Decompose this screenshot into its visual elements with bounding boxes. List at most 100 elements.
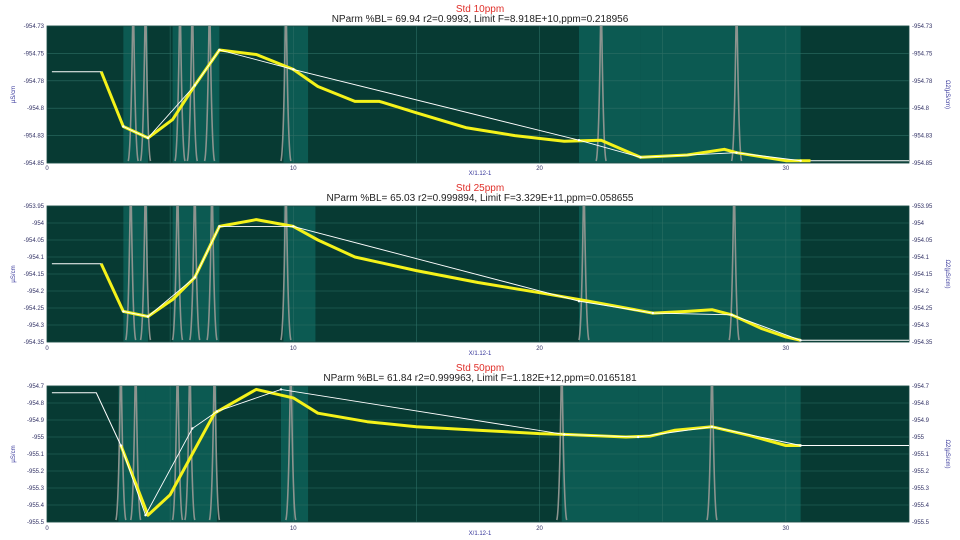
y-axis-label: µS/cm (11, 445, 17, 462)
y-tick-label-right: -954.2 (912, 289, 930, 295)
chart-title: Std 10ppm (456, 4, 504, 15)
baseline-point (218, 48, 221, 52)
y-tick-label-right: -954.05 (912, 238, 933, 244)
derivative-spike (578, 206, 590, 341)
y-tick-label-right: -954.73 (912, 24, 933, 30)
x-axis-label: X/1.12-1 (469, 171, 492, 177)
derivative-spike (280, 26, 292, 162)
y-tick-label-right: -953.95 (912, 204, 933, 210)
x-tick-label: 0 (45, 166, 49, 172)
chart-subtitle: NParm %BL= 69.94 r2=0.9993, Limit F=8.91… (332, 14, 629, 25)
y-axis-label-right: Ω2(µS/cm) (944, 80, 950, 109)
baseline-point (119, 444, 123, 447)
baseline-point (279, 388, 283, 391)
x-tick-label: 30 (783, 526, 790, 532)
plot-frame (46, 25, 910, 164)
chart-title: Std 50ppm (456, 363, 504, 374)
y-tick-label: -954.8 (27, 106, 45, 112)
spike-group (124, 206, 740, 341)
baseline-point (146, 136, 150, 140)
y-tick-label-right: -954 (912, 221, 925, 227)
y-tick-label-right: -954.78 (912, 79, 933, 85)
spike-group (127, 26, 743, 162)
y-tick-label: -954.05 (24, 238, 45, 244)
x-tick-label: 20 (536, 526, 543, 532)
y-tick-label: -954.8 (27, 401, 45, 407)
chart-subtitle: NParm %BL= 61.84 r2=0.999963, Limit F=1.… (323, 373, 637, 384)
derivative-spike (174, 26, 186, 162)
x-tick-label: 10 (290, 166, 297, 172)
baseline-point (639, 156, 642, 159)
baseline-point (710, 425, 714, 428)
baseline-point (799, 339, 802, 342)
data-series (99, 218, 801, 342)
y-axis-label-right: Ω2(µS/cm) (944, 440, 950, 469)
y-tick-label-right: -954.83 (912, 134, 933, 140)
spike-group (115, 386, 718, 521)
y-tick-label: -954.7 (27, 384, 45, 390)
plot-frame (46, 385, 910, 523)
y-tick-label: -954.2 (27, 289, 45, 295)
derivative-spike (124, 206, 137, 341)
y-tick-label-right: -954.1 (912, 255, 930, 261)
y-tick-label-right: -955.2 (912, 469, 930, 475)
derivative-spike (555, 386, 568, 521)
baseline-point (218, 225, 221, 228)
derivative-spike (706, 386, 718, 521)
baseline-point (193, 276, 196, 279)
chart-title: Std 25ppm (456, 183, 504, 194)
derivative-spike (139, 206, 152, 341)
baseline-point (799, 159, 802, 162)
y-tick-label: -955 (32, 435, 45, 441)
y-tick-label-right: -955.5 (912, 520, 930, 526)
y-tick-label: -954.15 (24, 272, 45, 278)
y-tick-label-right: -954.75 (912, 51, 933, 57)
y-tick-label: -955.5 (27, 520, 45, 526)
y-tick-label: -954.35 (24, 340, 45, 346)
x-tick-label: 0 (45, 526, 49, 532)
derivative-spike (139, 26, 152, 162)
derivative-spike (595, 26, 607, 162)
y-axis-label: µS/cm (11, 265, 17, 282)
y-tick-label: -954.3 (27, 323, 45, 329)
derivative-spike (285, 386, 297, 521)
y-tick-label-right: -954.35 (912, 340, 933, 346)
x-tick-label: 20 (536, 346, 543, 352)
y-tick-label: -955.1 (27, 452, 45, 458)
y-tick-label: -954.25 (24, 306, 45, 312)
peak-band (736, 26, 801, 163)
baseline-point (122, 310, 125, 313)
y-tick-label-right: -954.15 (912, 272, 933, 278)
y-tick-label-right: -955.4 (912, 503, 930, 509)
y-tick-label: -955.2 (27, 469, 45, 475)
y-tick-label: -954.9 (27, 418, 45, 424)
baseline-point (215, 410, 219, 413)
derivative-spike (728, 206, 740, 341)
y-tick-label: -955.3 (27, 486, 45, 492)
x-axis-label: X/1.12-1 (469, 531, 492, 537)
derivative-spike (203, 26, 216, 162)
y-tick-label-right: -954.85 (912, 161, 933, 167)
baseline-point (636, 435, 640, 439)
x-tick-label: 30 (783, 346, 790, 352)
derivative-spike (129, 386, 142, 521)
y-tick-label-right: -954.8 (912, 106, 930, 112)
derivative-spike (171, 206, 184, 341)
x-tick-label: 0 (45, 346, 49, 352)
baseline-point (146, 315, 150, 318)
baseline-point (292, 68, 295, 71)
x-tick-label: 10 (290, 346, 297, 352)
y-tick-label-right: -954.7 (912, 384, 930, 390)
y-tick-label-right: -955 (912, 435, 925, 441)
y-tick-label-right: -954.3 (912, 323, 930, 329)
y-tick-label: -955.4 (27, 503, 45, 509)
y-tick-label-right: -955.1 (912, 452, 930, 458)
data-series (99, 48, 811, 163)
y-tick-label: -954.75 (24, 51, 45, 57)
chart-subtitle: NParm %BL= 65.03 r2=0.999894, Limit F=3.… (327, 193, 634, 204)
derivative-spike (208, 386, 221, 521)
y-tick-label-right: -955.3 (912, 486, 930, 492)
y-tick-label: -954.83 (24, 134, 45, 140)
